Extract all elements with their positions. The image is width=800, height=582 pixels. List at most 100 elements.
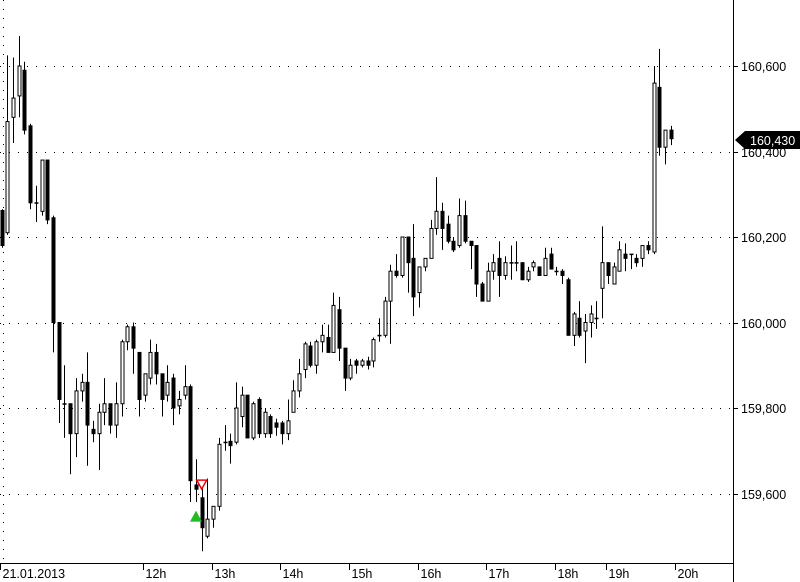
candle-body-up — [434, 210, 439, 229]
candle-body-up — [377, 334, 382, 337]
candle — [526, 266, 531, 282]
candle — [646, 241, 651, 255]
candle — [286, 399, 291, 441]
candle-body-up — [177, 398, 182, 407]
x-tick-label: 21.01.2013 — [3, 567, 66, 581]
candle — [377, 318, 382, 342]
candle — [240, 386, 245, 428]
candle-body-down — [669, 129, 674, 140]
candle-body-up — [74, 390, 79, 435]
y-tick-label: 160,000 — [741, 317, 786, 331]
candle-body-up — [240, 394, 245, 418]
candle-body-down — [85, 381, 90, 426]
candle — [446, 215, 451, 244]
candle — [171, 373, 176, 426]
candle — [331, 292, 336, 353]
candle-body-up — [503, 262, 508, 276]
candle — [463, 200, 468, 244]
candle-body-up — [612, 266, 617, 285]
candle — [491, 254, 496, 280]
candle-body-up — [11, 97, 16, 118]
x-tick-label: 12h — [146, 567, 167, 581]
candle-body-up — [34, 202, 39, 204]
last-price-label: 160,430 — [750, 134, 795, 148]
candle-body-down — [326, 336, 331, 353]
candle-body-down — [337, 309, 342, 349]
candle-body-down — [160, 373, 165, 400]
candle-body-up — [217, 443, 222, 507]
candle — [303, 341, 308, 379]
candle — [320, 324, 325, 353]
candle — [131, 322, 136, 374]
x-tick-label: 15h — [352, 567, 373, 581]
candle — [606, 262, 611, 285]
candle-body-down — [188, 386, 193, 482]
candle — [200, 487, 205, 552]
candle-body-down — [497, 257, 502, 276]
candle — [451, 237, 456, 252]
sell-arrow-down-icon — [195, 479, 208, 491]
candle-body-down — [131, 326, 136, 349]
candle-body-down — [394, 270, 399, 276]
candle-body-down — [171, 377, 176, 409]
candle-body-up — [251, 403, 256, 439]
candle — [74, 378, 79, 458]
candle-body-up — [486, 270, 491, 302]
candle-body-down — [194, 484, 199, 490]
candle-body-up — [143, 373, 148, 396]
candle — [257, 397, 262, 438]
candle-body-down — [22, 69, 27, 131]
candle-body-down — [446, 223, 451, 242]
candle-body-down — [537, 266, 542, 276]
candle-body-down — [623, 253, 628, 259]
candle-body-down — [0, 209, 5, 247]
candle-body-down — [57, 322, 62, 400]
candle-body-down — [549, 253, 554, 270]
candle — [383, 296, 388, 338]
y-tick-label: 160,200 — [741, 231, 786, 245]
candle-body-up — [589, 313, 594, 324]
candle-body-up — [234, 407, 239, 443]
candle-body-down — [274, 422, 279, 428]
candle — [663, 129, 668, 165]
candle — [634, 254, 639, 267]
candle — [143, 373, 148, 402]
candle — [388, 264, 393, 344]
candle-body-up — [594, 317, 599, 320]
candle — [503, 256, 508, 280]
candle — [263, 408, 268, 438]
candle-body-up — [331, 304, 336, 353]
candle — [572, 311, 577, 347]
candle — [114, 382, 119, 438]
candle — [623, 243, 628, 272]
candle-body-up — [320, 334, 325, 343]
candle-body-down — [480, 283, 485, 302]
candle-body-up — [5, 121, 10, 234]
candle — [0, 209, 5, 248]
candle-body-up — [165, 381, 170, 396]
y-tick-label: 160,600 — [741, 60, 786, 74]
candle-body-up — [211, 505, 216, 520]
candle — [434, 177, 439, 235]
candle-body-up — [531, 262, 536, 268]
candle-body-up — [640, 245, 645, 259]
candle — [160, 373, 165, 417]
candle-body-down — [108, 403, 113, 426]
candle-body-down — [366, 360, 371, 366]
candle-body-down — [28, 125, 33, 204]
candle — [629, 253, 634, 270]
candle — [148, 339, 153, 385]
candle — [5, 55, 10, 235]
candle-body-down — [308, 345, 313, 366]
x-tick-label: 13h — [215, 567, 236, 581]
candle-body-down — [606, 262, 611, 276]
candle — [509, 245, 514, 280]
candle — [594, 301, 599, 329]
candle — [400, 236, 405, 278]
candle — [314, 339, 319, 374]
candle — [280, 420, 285, 445]
x-tick-label: 20h — [678, 567, 699, 581]
x-tick-label: 18h — [558, 567, 579, 581]
candle-body-up — [554, 270, 559, 273]
